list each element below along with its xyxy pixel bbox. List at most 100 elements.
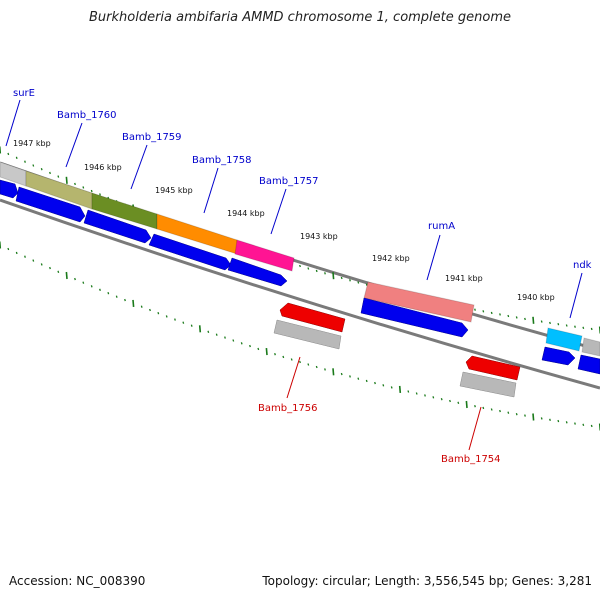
rev-band-bamb-1756 [273, 319, 342, 350]
tick-minor [407, 390, 410, 393]
accession-text: Accession: NC_008390 [9, 574, 146, 588]
tick-minor [324, 272, 326, 275]
tick-minor [540, 417, 543, 420]
tick-minor [524, 317, 526, 321]
tick-major [532, 316, 535, 324]
tick-major [265, 348, 268, 356]
tick-minor [324, 368, 326, 371]
tick-label: 1942 kbp [372, 254, 410, 263]
tick-minor [7, 152, 10, 156]
tick-minor [307, 363, 310, 366]
tick-minor [474, 308, 476, 311]
tick-minor [457, 401, 460, 404]
cds-arrow [577, 354, 600, 375]
gene-label-bamb-1757: Bamb_1757 [259, 176, 319, 187]
tick-minor [232, 339, 235, 342]
tick-minor [499, 409, 501, 413]
rev-arrow-bamb-1754 [465, 355, 521, 381]
tick-minor [340, 276, 343, 280]
tick-minor [582, 423, 585, 426]
tick-minor [382, 384, 385, 387]
tick-minor [482, 310, 485, 313]
tick-major [132, 299, 135, 307]
map-title: Burkholderia ambifaria AMMD chromosome 1… [88, 10, 512, 25]
reverse-features [273, 302, 521, 398]
tick-minor [57, 175, 60, 178]
feature-bamb-1757 [234, 239, 295, 272]
tick-minor [499, 313, 501, 316]
tick-minor [290, 358, 293, 361]
tick-minor [424, 394, 426, 397]
callout-bamb-1754 [468, 406, 482, 451]
tick-minor [90, 189, 93, 193]
tick-label: 1947 kbp [13, 139, 51, 148]
tick-minor [474, 405, 476, 408]
backbone-outer [0, 161, 600, 352]
tick-minor [507, 411, 510, 414]
tick-minor [374, 381, 376, 385]
cds-arrow [0, 179, 19, 199]
tick-minor [99, 288, 101, 291]
tick-minor [24, 160, 26, 163]
gene-label-bamb-1756: Bamb_1756 [258, 403, 318, 414]
tick-minor [57, 270, 60, 273]
tick-minor [107, 292, 110, 295]
callout-rumA [426, 234, 441, 281]
tick-minor [149, 308, 151, 312]
tick-minor [507, 314, 510, 318]
callout-bamb-1757 [270, 188, 287, 235]
tick-minor [299, 264, 301, 268]
tick-major [332, 368, 335, 376]
tick-label: 1943 kbp [300, 232, 338, 241]
callout-bamb-1756 [286, 356, 301, 399]
gene-labels: surE Bamb_1760 Bamb_1759 Bamb_1758 Bamb_… [13, 88, 592, 465]
tick-minor [49, 266, 51, 270]
tick-label: 1946 kbp [84, 163, 122, 172]
tick-label: 1945 kbp [155, 186, 193, 195]
gene-label-surE: surE [13, 88, 35, 99]
tick-minor [574, 325, 576, 328]
tick-minor [24, 255, 26, 258]
feature-ndk [545, 327, 583, 352]
tick-minor [249, 344, 251, 348]
tick-minor [299, 360, 301, 364]
callout-surE [5, 99, 21, 147]
forward-cds-arrows [0, 179, 600, 375]
tick-minor [49, 171, 51, 175]
tick-minor [490, 311, 493, 315]
tick-minor [315, 365, 318, 369]
tick-minor [307, 267, 310, 270]
tick-minor [215, 333, 218, 336]
tick-major [332, 272, 335, 280]
tick-labels: 1947 kbp 1946 kbp 1945 kbp 1944 kbp 1943 kbp… [13, 139, 555, 302]
tick-minor [140, 305, 143, 308]
tick-minor [174, 318, 176, 321]
tick-minor [549, 418, 551, 421]
backbone-inner [0, 198, 600, 390]
tick-minor [440, 398, 443, 401]
tick-minor [274, 353, 276, 356]
tick-minor [240, 342, 243, 345]
cds-arrow [360, 297, 469, 338]
tick-minor [82, 281, 85, 284]
tick-minor [90, 285, 93, 288]
tick-major [65, 176, 68, 184]
tick-minor [82, 186, 85, 189]
tick-major [465, 400, 468, 409]
tick-minor [565, 324, 568, 327]
tick-minor [482, 406, 485, 410]
tick-minor [574, 422, 576, 425]
rev-arrow-bamb-1756 [279, 302, 346, 333]
feature-band [0, 161, 600, 357]
tick-label: 1944 kbp [227, 209, 265, 218]
tick-minor [32, 164, 35, 167]
gene-label-bamb-1759: Bamb_1759 [122, 132, 182, 143]
gene-label-bamb-1754: Bamb_1754 [441, 454, 501, 465]
tick-minor [415, 392, 418, 395]
tick-minor [340, 372, 343, 376]
feature-rumA [363, 281, 475, 323]
tick-minor [590, 327, 593, 331]
tick-minor [15, 251, 18, 255]
tick-minor [365, 283, 368, 286]
